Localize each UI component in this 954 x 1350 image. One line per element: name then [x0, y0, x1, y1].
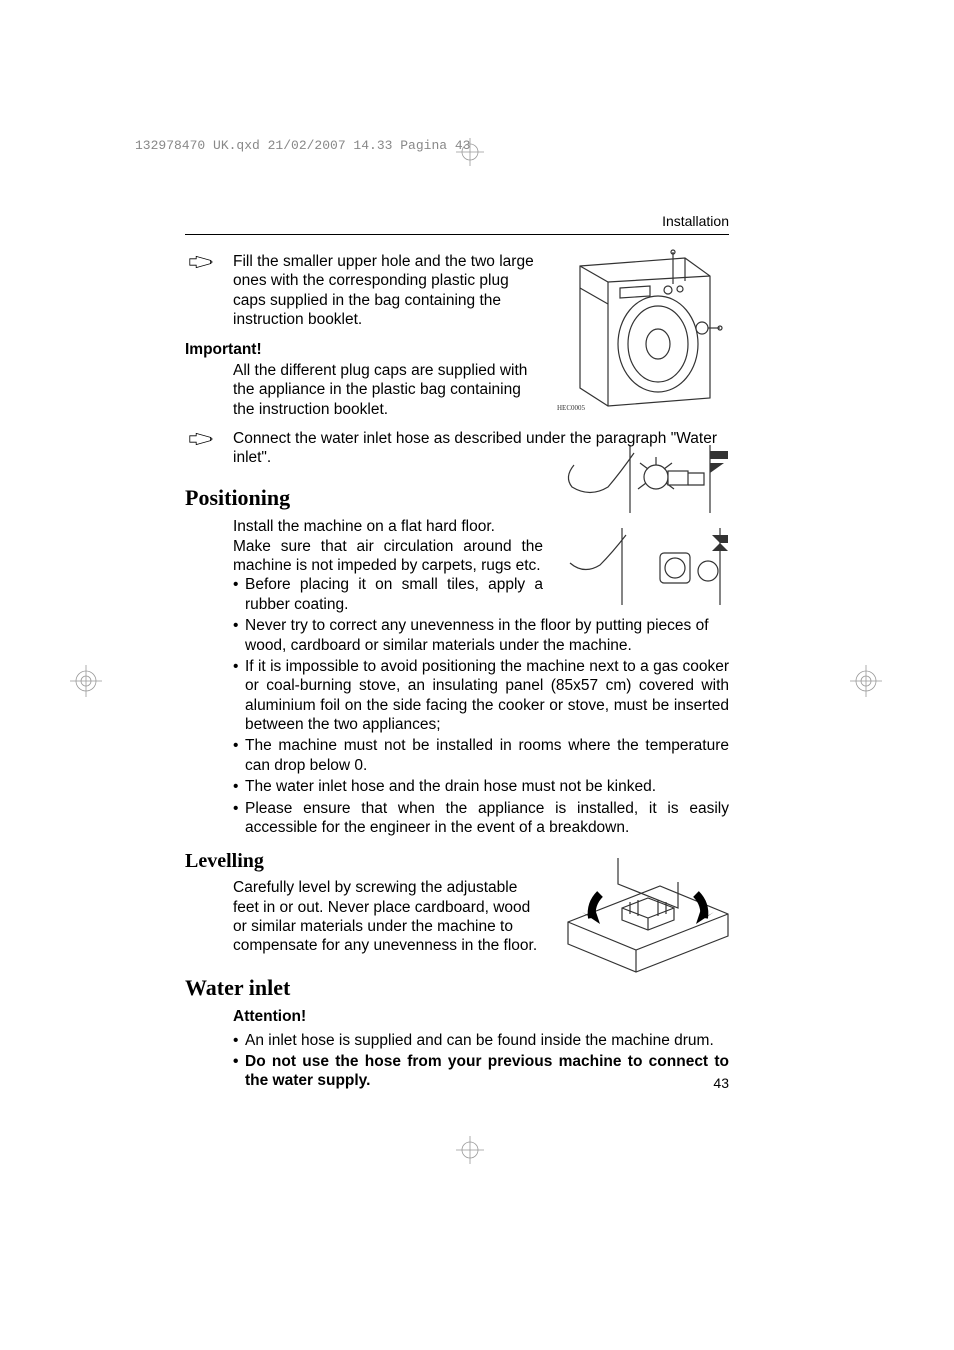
heading-water-inlet: Water inlet: [185, 974, 729, 1002]
list-item: If it is impossible to avoid positioning…: [233, 657, 729, 735]
important-text: All the different plug caps are supplied…: [233, 361, 543, 419]
para-fill-holes: Fill the smaller upper hole and the two …: [233, 252, 543, 330]
pointing-hand-icon: [185, 254, 217, 270]
list-item: The machine must not be installed in roo…: [233, 736, 729, 775]
crop-mark-bottom: [456, 1136, 484, 1164]
crop-mark-left: [70, 665, 102, 697]
crop-mark-right: [850, 665, 882, 697]
pointing-hand-icon: [185, 431, 217, 447]
heading-levelling: Levelling: [185, 849, 729, 874]
running-header: Installation: [185, 213, 729, 229]
para-connect-hose: Connect the water inlet hose as describe…: [233, 429, 729, 468]
list-item: Never try to correct any unevenness in t…: [233, 616, 729, 655]
step-fill-holes: Fill the smaller upper hole and the two …: [185, 252, 729, 330]
print-header: 132978470 UK.qxd 21/02/2007 14.33 Pagina…: [135, 138, 470, 153]
page-number: 43: [185, 1075, 729, 1091]
attention-label: Attention!: [233, 1007, 729, 1026]
crop-mark-top: [456, 138, 484, 166]
levelling-text: Carefully level by screwing the adjustab…: [233, 878, 543, 956]
step-connect-hose: Connect the water inlet hose as describe…: [185, 429, 729, 468]
list-item: Before placing it on small tiles, apply …: [233, 575, 543, 614]
positioning-intro-2: Make sure that air circulation around th…: [233, 537, 543, 576]
positioning-bullets: Before placing it on small tiles, apply …: [233, 575, 729, 837]
important-label: Important!: [185, 340, 729, 359]
positioning-intro-1: Install the machine on a flat hard floor…: [233, 517, 543, 536]
list-item: An inlet hose is supplied and can be fou…: [233, 1031, 729, 1050]
page-content: Fill the smaller upper hole and the two …: [185, 252, 729, 1093]
heading-positioning: Positioning: [185, 484, 729, 512]
list-item: Please ensure that when the appliance is…: [233, 799, 729, 838]
list-item: The water inlet hose and the drain hose …: [233, 777, 729, 796]
